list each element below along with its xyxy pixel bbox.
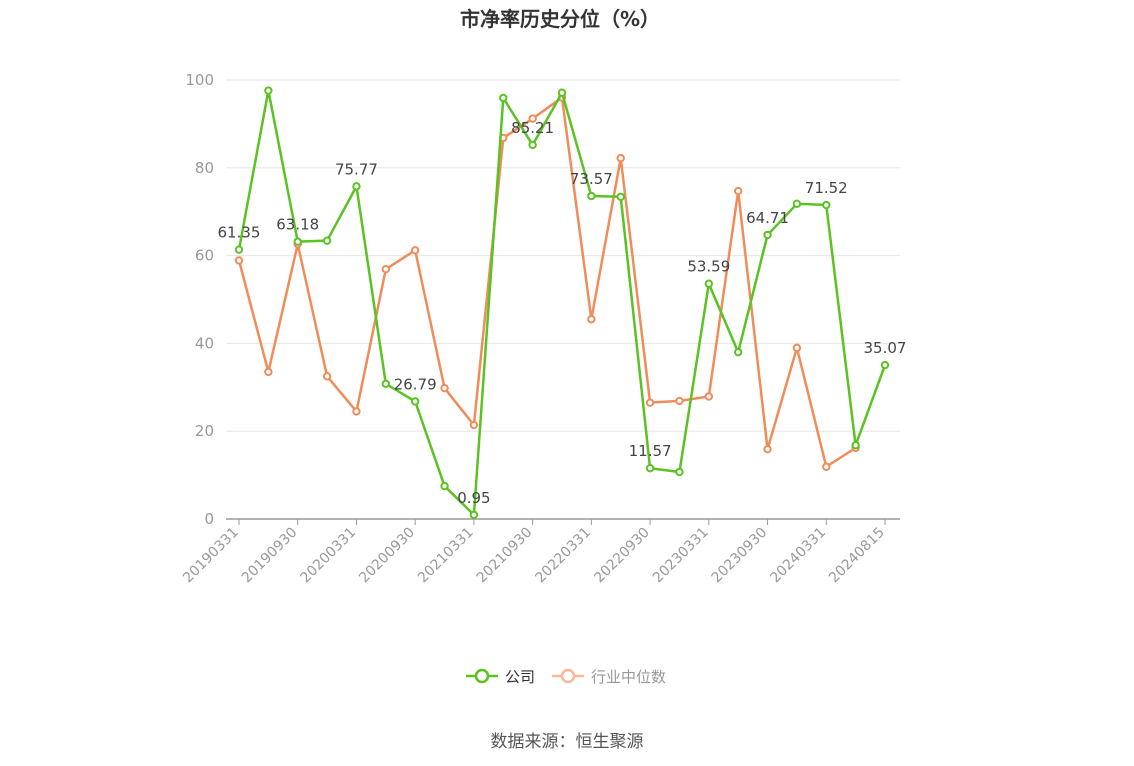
series-line-0 (237, 89, 887, 517)
data-point-0[interactable] (704, 279, 714, 288)
data-label: 63.18 (276, 216, 319, 234)
data-point-1[interactable] (616, 153, 625, 163)
data-point-0[interactable] (616, 192, 625, 201)
data-point-0[interactable] (733, 347, 743, 357)
y-tick-label: 60 (195, 247, 214, 265)
data-point-1[interactable] (440, 383, 449, 393)
x-axis: 2019033120190930202003312020093020210331… (180, 518, 900, 587)
series-line-1 (237, 96, 857, 469)
data-label: 26.79 (394, 375, 437, 393)
series-layer (234, 86, 890, 520)
legend[interactable]: 公司 行业中位数 (466, 668, 666, 686)
x-tick-label: 20240331 (767, 525, 829, 587)
data-point-0[interactable] (528, 140, 537, 150)
data-point-1[interactable] (704, 392, 714, 401)
data-point-1[interactable] (763, 444, 772, 454)
legend-swatch-marker[interactable] (560, 668, 576, 684)
data-point-0[interactable] (234, 245, 244, 254)
data-label: 85.21 (511, 119, 554, 137)
data-point-0[interactable] (822, 200, 831, 210)
y-tick-label: 40 (195, 334, 214, 352)
data-point-0[interactable] (880, 360, 890, 370)
data-point-1[interactable] (410, 246, 420, 255)
source-note: 数据来源：恒生聚源 (491, 732, 644, 752)
data-label: 61.35 (218, 224, 261, 242)
data-label: 73.57 (570, 170, 613, 188)
x-tick-label: 20200331 (298, 525, 360, 587)
data-point-1[interactable] (792, 343, 802, 352)
x-tick-label: 20210930 (474, 525, 536, 587)
x-tick-label: 20220930 (591, 525, 653, 587)
y-tick-label: 0 (204, 510, 214, 528)
data-point-0[interactable] (792, 199, 802, 208)
y-tick-label: 20 (195, 422, 214, 440)
data-point-0[interactable] (322, 236, 332, 245)
x-tick-label: 20210331 (415, 525, 477, 587)
x-tick-label: 20220331 (532, 525, 594, 587)
x-tick-label: 20200930 (356, 525, 418, 587)
data-point-0[interactable] (293, 237, 302, 246)
x-tick-label: 20240815 (826, 525, 888, 587)
data-point-0[interactable] (352, 182, 361, 191)
data-point-0[interactable] (587, 191, 596, 201)
data-point-1[interactable] (234, 256, 244, 265)
data-label: 35.07 (864, 339, 907, 357)
x-tick-label: 20190930 (239, 525, 301, 587)
legend-item-label[interactable]: 行业中位数 (591, 668, 666, 686)
legend-item-label[interactable]: 公司 (505, 668, 535, 686)
data-point-1[interactable] (264, 367, 273, 377)
data-point-0[interactable] (557, 88, 567, 97)
data-label: 71.52 (805, 179, 848, 197)
data-point-1[interactable] (322, 372, 332, 381)
chart-title: 市净率历史分位（%） (460, 7, 660, 31)
data-label: 64.71 (746, 209, 789, 227)
data-point-1[interactable] (469, 420, 479, 430)
data-point-1[interactable] (381, 265, 391, 274)
data-point-0[interactable] (410, 397, 420, 406)
y-tick-label: 100 (185, 71, 214, 89)
data-point-1[interactable] (352, 407, 361, 416)
data-point-0[interactable] (645, 464, 655, 473)
data-point-0[interactable] (264, 86, 273, 95)
data-label: 0.95 (457, 489, 490, 507)
legend-swatch-marker[interactable] (474, 668, 490, 684)
data-point-1[interactable] (587, 315, 596, 324)
data-label: 53.59 (687, 258, 730, 276)
data-point-0[interactable] (469, 510, 479, 520)
data-point-0[interactable] (499, 93, 508, 103)
data-label: 75.77 (335, 160, 378, 178)
y-tick-label: 80 (195, 159, 214, 177)
data-point-0[interactable] (851, 441, 860, 450)
data-label: 11.57 (629, 442, 672, 460)
data-point-0[interactable] (763, 230, 772, 240)
x-tick-label: 20230331 (650, 525, 712, 587)
x-tick-label: 20230930 (709, 525, 771, 587)
data-point-1[interactable] (645, 398, 655, 407)
data-point-1[interactable] (822, 462, 831, 471)
data-point-0[interactable] (381, 379, 391, 388)
x-tick-label: 20190331 (180, 525, 242, 587)
data-labels: 61.35 63.18 75.77 26.79 0.95 85.21 73.57 11.57 5… (218, 119, 907, 507)
data-point-1[interactable] (733, 186, 743, 196)
data-point-0[interactable] (675, 467, 684, 477)
data-point-1[interactable] (528, 114, 537, 123)
data-point-1[interactable] (675, 396, 684, 406)
grid-lines (226, 79, 900, 432)
y-axis: 0 20 40 60 80 100 (185, 71, 214, 528)
data-point-0[interactable] (440, 481, 449, 491)
